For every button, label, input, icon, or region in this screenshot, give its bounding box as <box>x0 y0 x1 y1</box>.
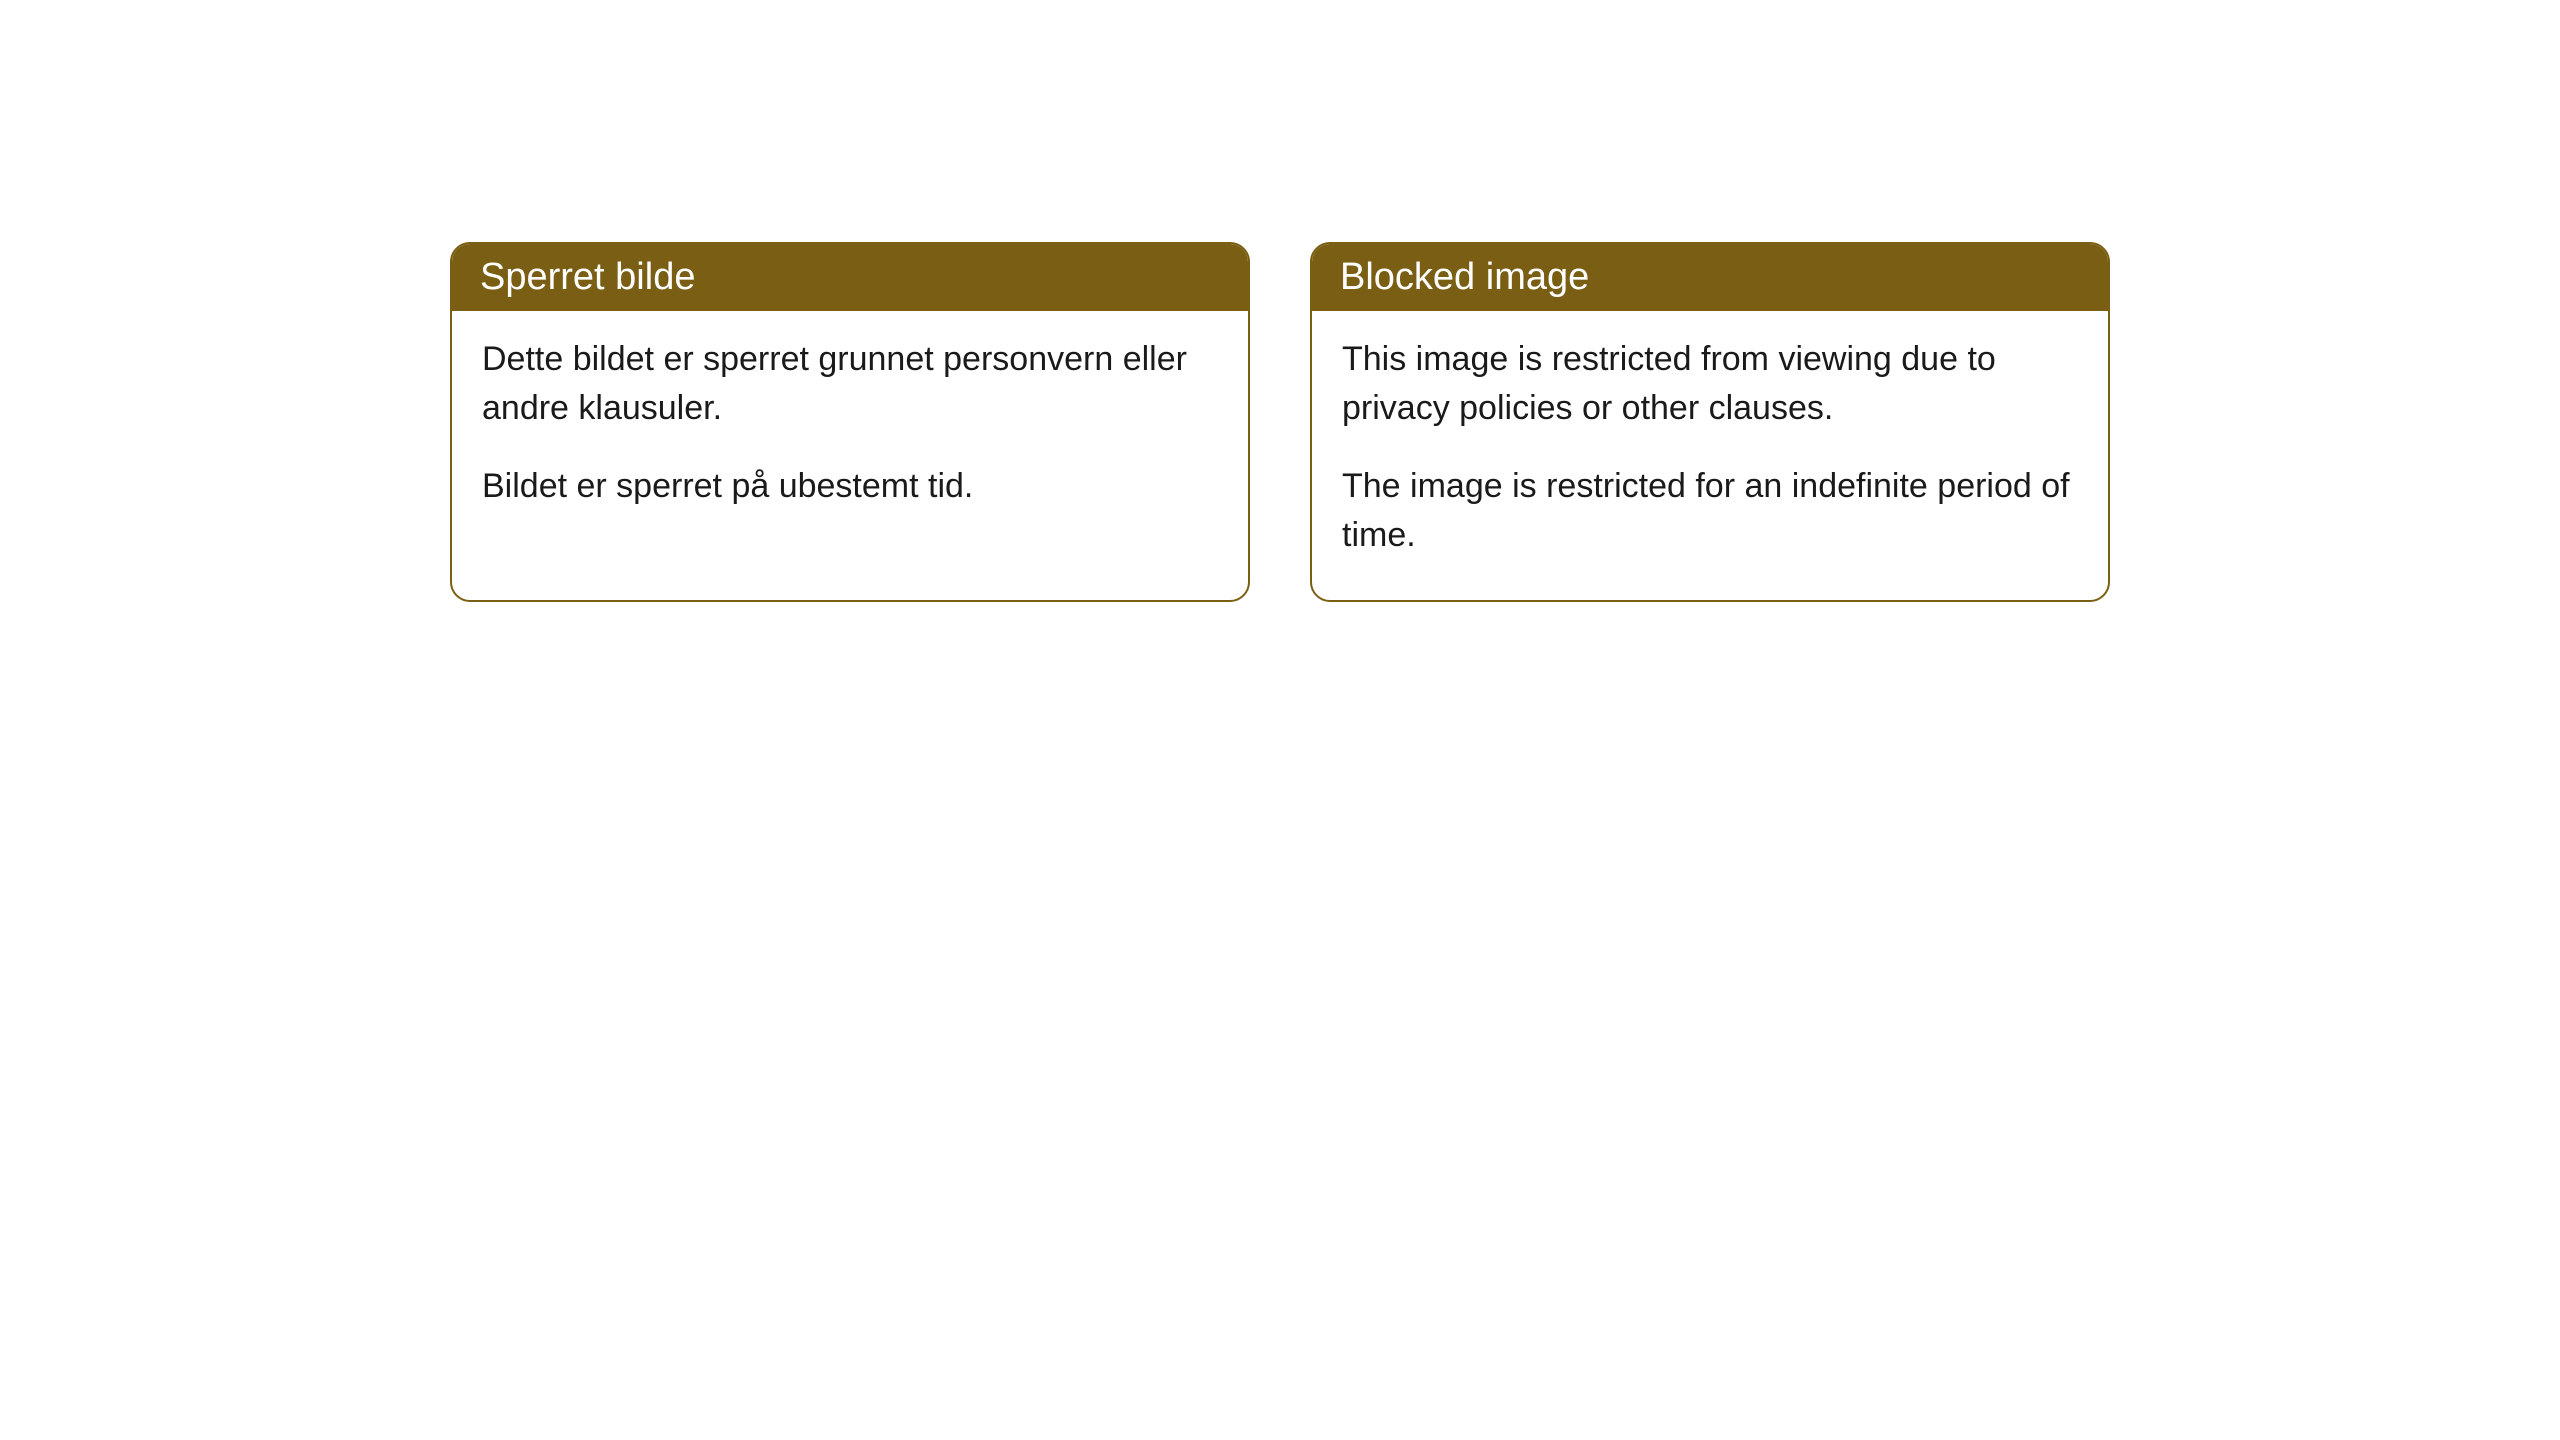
card-title: Sperret bilde <box>480 256 695 298</box>
card-title: Blocked image <box>1340 256 1589 298</box>
card-body: This image is restricted from viewing du… <box>1312 311 2108 600</box>
notice-card-english: Blocked image This image is restricted f… <box>1310 242 2110 602</box>
card-body: Dette bildet er sperret grunnet personve… <box>452 311 1248 551</box>
card-paragraph: Dette bildet er sperret grunnet personve… <box>482 335 1218 434</box>
card-paragraph: The image is restricted for an indefinit… <box>1342 462 2078 561</box>
card-header: Sperret bilde <box>452 244 1248 311</box>
notice-card-norwegian: Sperret bilde Dette bildet er sperret gr… <box>450 242 1250 602</box>
card-paragraph: Bildet er sperret på ubestemt tid. <box>482 462 1218 511</box>
card-paragraph: This image is restricted from viewing du… <box>1342 335 2078 434</box>
card-header: Blocked image <box>1312 244 2108 311</box>
notice-cards-container: Sperret bilde Dette bildet er sperret gr… <box>450 242 2110 602</box>
